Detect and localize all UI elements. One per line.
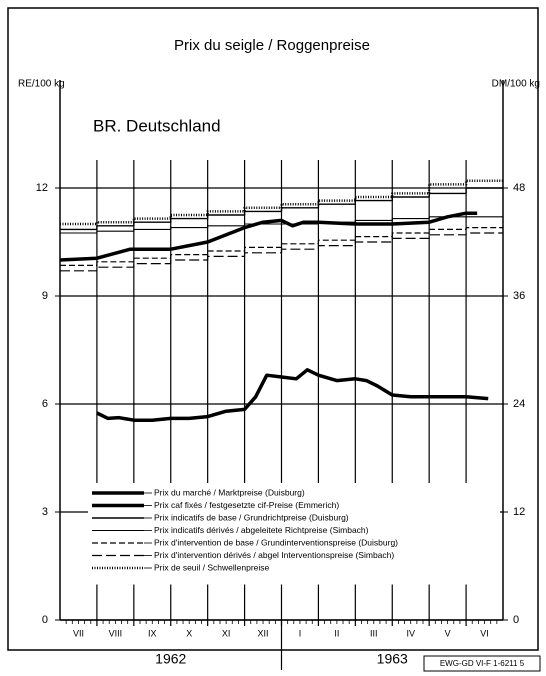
- x-tick-label: IX: [148, 628, 157, 638]
- y-tick-label: 3: [42, 506, 48, 518]
- y2-tick-label: 36: [513, 290, 525, 302]
- legend-label: Prix de seuil / Schwellenpreise: [154, 562, 270, 572]
- y2-tick-label: 12: [513, 506, 525, 518]
- chart-title: Prix du seigle / Roggenpreise: [174, 37, 370, 54]
- legend-label: Prix indicatifs dérivés / abgeleitete Ri…: [154, 525, 369, 535]
- y2-tick-label: 0: [513, 614, 519, 626]
- y2-tick-label: 48: [513, 182, 525, 194]
- chart-subtitle: BR. Deutschland: [93, 116, 221, 135]
- footer: EWG-GD VI-F 1-6211 5: [440, 659, 525, 668]
- frame: [7, 7, 539, 651]
- x-tick-label: VI: [480, 628, 489, 638]
- series-line: [60, 216, 503, 234]
- legend-label: Prix indicatifs de base / Grundrichtprei…: [154, 512, 349, 522]
- y-axis-label: RE/100 kg: [18, 79, 65, 90]
- x-tick-label: II: [334, 628, 339, 638]
- y-tick-label: 6: [42, 398, 48, 410]
- legend-label: Prix d'intervention dérivés / abgel Inte…: [154, 550, 394, 560]
- legend-label: Prix du marché / Marktpreise (Duisburg): [154, 487, 305, 497]
- footer-box: [423, 655, 541, 672]
- y2-tick-label: 24: [513, 398, 525, 410]
- series-line: [60, 232, 503, 272]
- legend-box: [88, 483, 500, 585]
- y2-axis-label: DM/100 kg: [492, 79, 540, 90]
- legend-label: Prix d'intervention de base / Grundinter…: [154, 537, 398, 547]
- x-tick-label: IV: [406, 628, 415, 638]
- x-tick-label: X: [186, 628, 192, 638]
- x-tick-label: XI: [222, 628, 231, 638]
- x-tick-label: V: [445, 628, 451, 638]
- x-tick-label: XII: [258, 628, 269, 638]
- x-tick-label: I: [299, 628, 302, 638]
- y-tick-label: 0: [42, 614, 48, 626]
- x-tick-label: VII: [73, 628, 84, 638]
- series-line: [96, 368, 489, 422]
- year-label: 1963: [377, 651, 408, 667]
- x-tick-label: VIII: [109, 628, 123, 638]
- y-tick-label: 9: [42, 290, 48, 302]
- series-line: [59, 211, 478, 262]
- y-tick-label: 12: [36, 182, 48, 194]
- year-label: 1962: [155, 651, 186, 667]
- x-tick-label: III: [370, 628, 378, 638]
- legend-label: Prix caf fixés / festgesetzte cif-Preise…: [154, 500, 339, 510]
